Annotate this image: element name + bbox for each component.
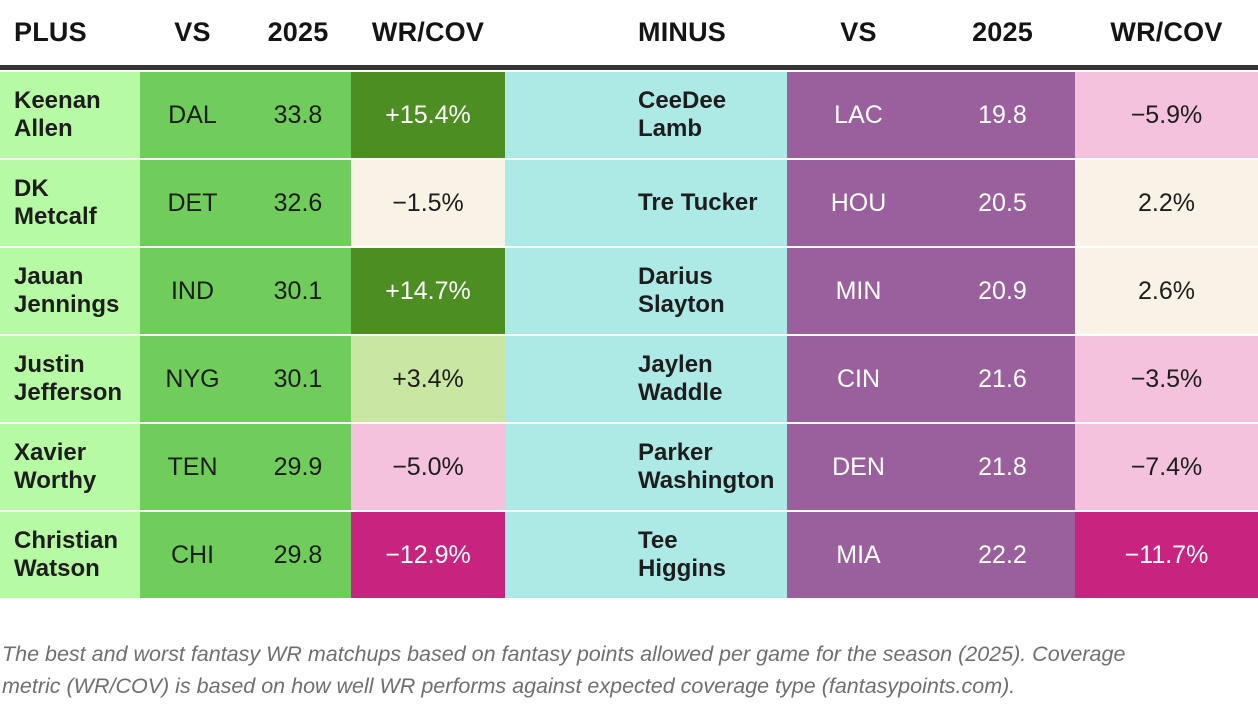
minus-points-cell: 22.2 bbox=[930, 512, 1075, 598]
plus-points-cell: 30.1 bbox=[245, 336, 351, 422]
plus-vs-cell: CHI bbox=[140, 512, 245, 598]
minus-points-cell: 21.8 bbox=[930, 424, 1075, 510]
plus-vs-cell: IND bbox=[140, 248, 245, 334]
minus-points-cell: 20.9 bbox=[930, 248, 1075, 334]
plus-wrcov-cell: −12.9% bbox=[351, 512, 505, 598]
plus-player-name: Jauan Jennings bbox=[0, 248, 140, 334]
header-minus-2025: 2025 bbox=[930, 0, 1075, 70]
plus-player-name: Christian Watson bbox=[0, 512, 140, 598]
header-minus-wrcov: WR/COV bbox=[1075, 0, 1258, 70]
minus-vs-cell: CIN bbox=[787, 336, 930, 422]
minus-vs-cell: MIA bbox=[787, 512, 930, 598]
plus-wrcov-cell: +3.4% bbox=[351, 336, 505, 422]
minus-wrcov-cell: 2.2% bbox=[1075, 160, 1258, 246]
plus-points-cell: 33.8 bbox=[245, 72, 351, 158]
minus-points-cell: 19.8 bbox=[930, 72, 1075, 158]
wr-matchup-table: PLUS VS 2025 WR/COV MINUS VS 2025 WR/COV… bbox=[0, 0, 1258, 598]
table-caption: The best and worst fantasy WR matchups b… bbox=[2, 642, 1126, 699]
minus-vs-cell: LAC bbox=[787, 72, 930, 158]
header-plus-vs: VS bbox=[140, 0, 245, 70]
minus-wrcov-cell: −11.7% bbox=[1075, 512, 1258, 598]
plus-vs-cell: NYG bbox=[140, 336, 245, 422]
minus-points-cell: 20.5 bbox=[930, 160, 1075, 246]
minus-player-name: Darius Slayton bbox=[505, 248, 787, 334]
minus-player-name: Jaylen Waddle bbox=[505, 336, 787, 422]
minus-wrcov-cell: −3.5% bbox=[1075, 336, 1258, 422]
minus-wrcov-cell: −7.4% bbox=[1075, 424, 1258, 510]
plus-vs-cell: TEN bbox=[140, 424, 245, 510]
minus-wrcov-cell: −5.9% bbox=[1075, 72, 1258, 158]
plus-wrcov-cell: +14.7% bbox=[351, 248, 505, 334]
plus-player-name: DK Metcalf bbox=[0, 160, 140, 246]
plus-vs-cell: DAL bbox=[140, 72, 245, 158]
plus-wrcov-cell: +15.4% bbox=[351, 72, 505, 158]
plus-player-name: Justin Jefferson bbox=[0, 336, 140, 422]
minus-player-name: Tre Tucker bbox=[505, 160, 787, 246]
plus-vs-cell: DET bbox=[140, 160, 245, 246]
minus-player-name: Parker Washington bbox=[505, 424, 787, 510]
minus-vs-cell: DEN bbox=[787, 424, 930, 510]
minus-player-name: Tee Higgins bbox=[505, 512, 787, 598]
plus-player-name: Xavier Worthy bbox=[0, 424, 140, 510]
minus-vs-cell: MIN bbox=[787, 248, 930, 334]
plus-points-cell: 29.9 bbox=[245, 424, 351, 510]
plus-wrcov-cell: −1.5% bbox=[351, 160, 505, 246]
header-minus-vs: VS bbox=[787, 0, 930, 70]
plus-points-cell: 32.6 bbox=[245, 160, 351, 246]
plus-wrcov-cell: −5.0% bbox=[351, 424, 505, 510]
minus-wrcov-cell: 2.6% bbox=[1075, 248, 1258, 334]
plus-points-cell: 29.8 bbox=[245, 512, 351, 598]
plus-player-name: Keenan Allen bbox=[0, 72, 140, 158]
minus-points-cell: 21.6 bbox=[930, 336, 1075, 422]
header-minus: MINUS bbox=[505, 0, 787, 70]
minus-player-name: CeeDee Lamb bbox=[505, 72, 787, 158]
header-plus-2025: 2025 bbox=[245, 0, 351, 70]
plus-points-cell: 30.1 bbox=[245, 248, 351, 334]
header-plus-wrcov: WR/COV bbox=[351, 0, 505, 70]
header-plus: PLUS bbox=[0, 0, 140, 70]
minus-vs-cell: HOU bbox=[787, 160, 930, 246]
